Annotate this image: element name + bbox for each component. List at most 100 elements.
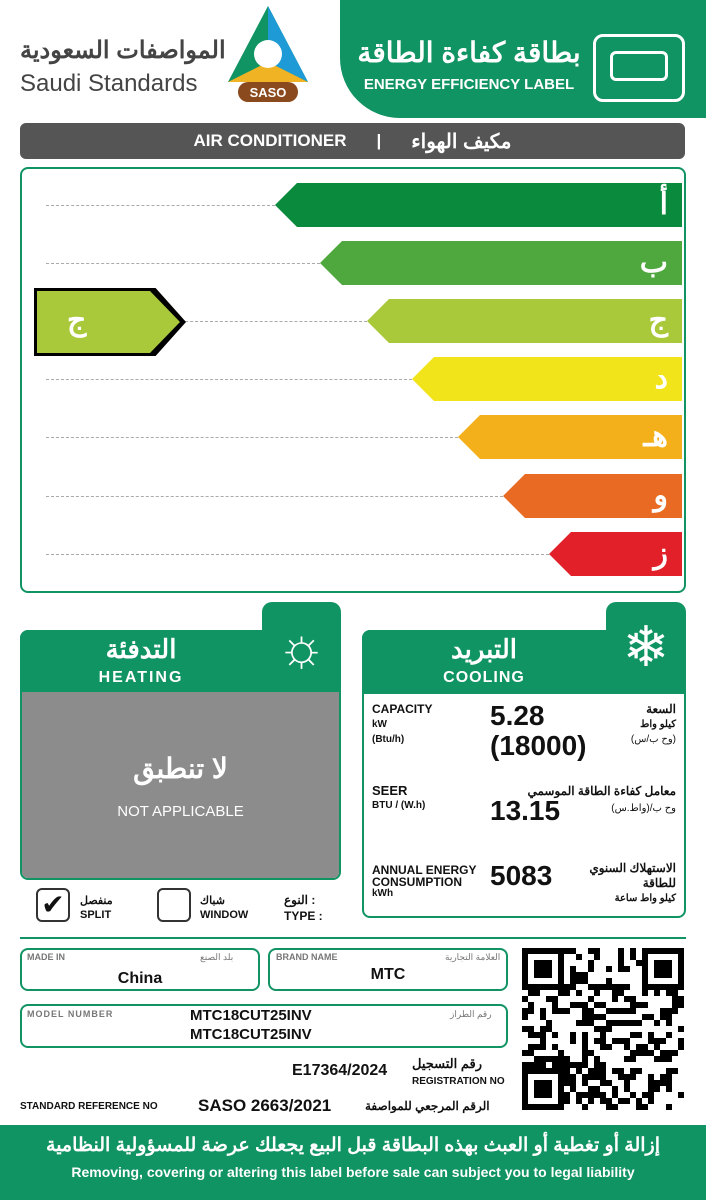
brand-value: MTC (370, 966, 406, 983)
registration-en: REGISTRATION NO (412, 1076, 505, 1087)
made-in-ar: بلد الصنع (200, 952, 234, 962)
heating-na-area (22, 692, 339, 878)
type-en: TYPE : (284, 909, 323, 923)
type-ar: النوع : (284, 893, 316, 907)
rating-indicator-label: ج (37, 291, 180, 353)
energy-class-bar: ب (320, 241, 682, 285)
split-en: SPLIT (80, 909, 112, 921)
scale-guide-line (46, 321, 367, 322)
sun-icon: ☼ (276, 617, 327, 677)
annual-ar-label: الاستهلاك السنوي للطاقة كيلو واط ساعة (589, 861, 676, 906)
annual-en2: CONSUMPTION (372, 875, 462, 889)
seer-value: 13.15 (490, 795, 561, 826)
product-en: AIR CONDITIONER (193, 131, 347, 150)
annual-ar-unit: كيلو واط ساعة (614, 893, 676, 904)
capacity-ar-label: السعة كيلو واط (وح ب/س) (631, 702, 676, 747)
annual-en1: ANNUAL ENERGY (372, 863, 477, 877)
heating-na-en: NOT APPLICABLE (117, 803, 244, 820)
heating-na-ar: لا تنطبق (133, 753, 228, 784)
energy-class-bar: أ (275, 183, 682, 227)
standard-ref-label: STANDARD REFERENCE NO (20, 1101, 158, 1112)
registration-ar: رقم التسجيل (412, 1056, 483, 1071)
model-ar: رقم الطراز (450, 1009, 492, 1019)
annual-ar2: للطاقة (642, 876, 676, 890)
snowflake-icon: ❄ (622, 615, 670, 678)
window-checkbox[interactable] (157, 888, 191, 922)
scale-guide-line (46, 554, 549, 555)
qr-code[interactable] (522, 948, 685, 1111)
snowflake-icon-tab: ❄ (606, 602, 686, 692)
capacity-btu-value: (18000) (490, 730, 587, 761)
model-value-1: MTC18CUT25INV (190, 1007, 312, 1024)
ac-unit-icon (593, 34, 685, 102)
standard-ref-value: SASO 2663/2021 (198, 1096, 332, 1115)
model-label: MODEL NUMBER (27, 1009, 114, 1019)
scale-guide-line (46, 205, 275, 206)
capacity-ar: السعة (646, 702, 676, 716)
divider (20, 937, 686, 939)
capacity-ar-unit2: (وح ب/س) (630, 734, 676, 745)
annual-ar1: الاستهلاك السنوي (589, 861, 676, 875)
annual-unit: kWh (372, 888, 394, 899)
seer-ar: معامل كفاءة الطاقة الموسمي (527, 784, 676, 798)
cooling-title-en: COOLING (443, 669, 525, 686)
saso-logo-text: SASO (250, 85, 287, 100)
cooling-title-ar: التبريد (450, 634, 518, 664)
sun-icon-tab: ☼ (262, 602, 341, 692)
capacity-label: CAPACITY kW (Btu/h) (372, 702, 432, 747)
energy-scale: أ ب ج د هـ و ز ج (20, 167, 686, 593)
heating-title-en: HEATING (98, 669, 184, 686)
window-ar: شباك (200, 895, 225, 907)
seer-unit: BTU / (W.h) (372, 800, 426, 811)
org-name-en: Saudi Standards (20, 70, 198, 97)
energy-class-bar: ج (367, 299, 682, 343)
standard-ref-ar: الرقم المرجعي للمواصفة (365, 1099, 490, 1113)
registration-value: E17364/2024 (292, 1062, 388, 1079)
scale-guide-line (46, 496, 503, 497)
type-label: النوع : TYPE : (284, 892, 323, 924)
energy-class-bar: د (412, 357, 682, 401)
product-ar: مكيف الهواء (411, 130, 512, 153)
split-label: منفصل SPLIT (80, 894, 113, 922)
capacity-kw-value: 5.28 (490, 700, 545, 731)
footer-warning-ar: إزالة أو تغطية أو العبث بهذه البطاقة قبل… (46, 1135, 660, 1156)
seer-en: SEER (372, 783, 408, 798)
capacity-en: CAPACITY (372, 702, 433, 716)
org-name-ar: المواصفات السعودية (20, 37, 226, 64)
heating-title-ar: التدفئة (105, 634, 177, 664)
saso-logo: SASO (228, 6, 308, 102)
scale-guide-line (46, 437, 458, 438)
annual-value: 5083 (490, 860, 553, 891)
brand-label: BRAND NAME (276, 952, 338, 962)
capacity-unit-kw: kW (372, 719, 387, 730)
model-value-2: MTC18CUT25INV (190, 1026, 312, 1043)
footer-warning-en: Removing, covering or altering this labe… (71, 1164, 635, 1180)
energy-class-bar: هـ (458, 415, 682, 459)
label-title-ar: بطاقة كفاءة الطاقة (357, 37, 581, 68)
header-band (340, 0, 706, 118)
capacity-unit-btu: (Btu/h) (372, 734, 405, 745)
model-box (20, 1004, 508, 1048)
scale-guide-line (46, 263, 320, 264)
product-type-bar: AIR CONDITIONER | مكيف الهواء (20, 123, 685, 159)
window-label: شباك WINDOW (200, 894, 248, 922)
brand-ar: العلامة التجارية (445, 952, 501, 962)
split-checkbox[interactable]: ✔ (36, 888, 70, 922)
footer (0, 1125, 706, 1200)
window-en: WINDOW (200, 909, 249, 921)
made-in-value: China (117, 970, 163, 987)
energy-class-bar: ز (549, 532, 682, 576)
annual-label: ANNUAL ENERGY CONSUMPTION kWh (372, 864, 476, 900)
label-title-en: ENERGY EFFICIENCY LABEL (363, 76, 575, 93)
energy-class-bar: و (503, 474, 682, 518)
capacity-ar-unit1: كيلو واط (640, 719, 676, 730)
brand-box (268, 948, 508, 991)
product-sep: | (376, 131, 382, 150)
split-ar: منفصل (80, 895, 113, 907)
made-in-label: MADE IN (27, 952, 65, 962)
seer-ar-label: معامل كفاءة الطاقة الموسمي وح ب/(واط.س) (527, 783, 676, 817)
seer-ar-unit: وح ب/(واط.س) (611, 803, 676, 814)
seer-label: SEER BTU / (W.h) (372, 783, 425, 813)
made-in-box (20, 948, 260, 991)
rating-indicator: ج (34, 288, 186, 356)
